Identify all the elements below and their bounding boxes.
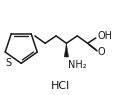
Text: S: S <box>5 58 11 68</box>
Text: HCl: HCl <box>51 81 70 91</box>
Text: O: O <box>97 47 104 57</box>
Polygon shape <box>64 43 68 57</box>
Text: NH₂: NH₂ <box>68 60 86 70</box>
Text: OH: OH <box>97 31 111 41</box>
